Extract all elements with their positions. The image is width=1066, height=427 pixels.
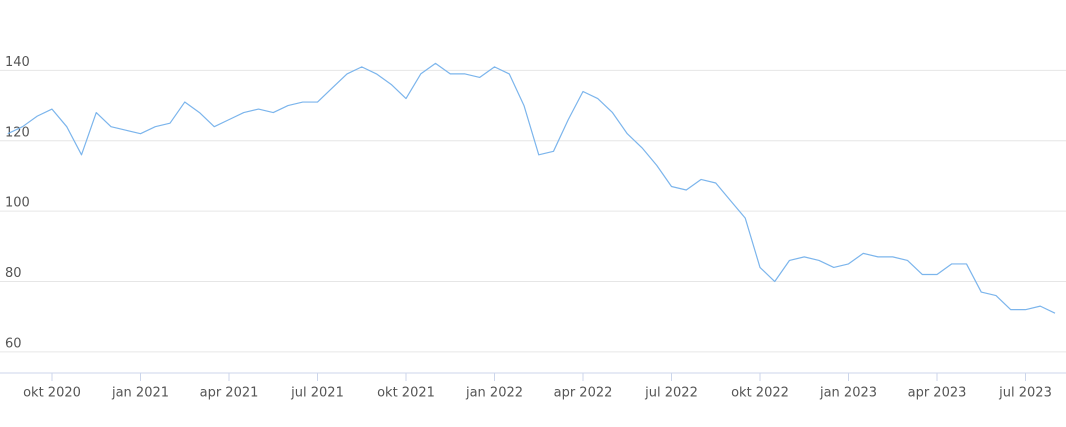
x-tick-label: okt 2022: [731, 386, 789, 401]
x-tick-label: okt 2021: [377, 386, 435, 401]
x-tick-label: apr 2022: [554, 386, 613, 401]
x-tick-label: apr 2023: [908, 386, 967, 401]
x-tick-label: jan 2022: [465, 386, 523, 401]
x-tick-label: jul 2021: [290, 386, 344, 401]
x-tick-label: apr 2021: [200, 386, 259, 401]
x-tick-label: jul 2022: [644, 386, 698, 401]
y-tick-label: 120: [5, 125, 30, 140]
y-tick-label: 80: [5, 266, 22, 281]
line-series: [7, 62, 1056, 314]
x-tick-label: jul 2023: [998, 386, 1052, 401]
y-tick-label: 60: [5, 336, 22, 351]
x-tick-label: jan 2021: [111, 386, 169, 401]
x-tick-label: okt 2020: [23, 386, 81, 401]
y-tick-label: 100: [5, 196, 30, 211]
y-tick-label: 140: [5, 55, 30, 70]
x-tick-label: jan 2023: [819, 386, 877, 401]
